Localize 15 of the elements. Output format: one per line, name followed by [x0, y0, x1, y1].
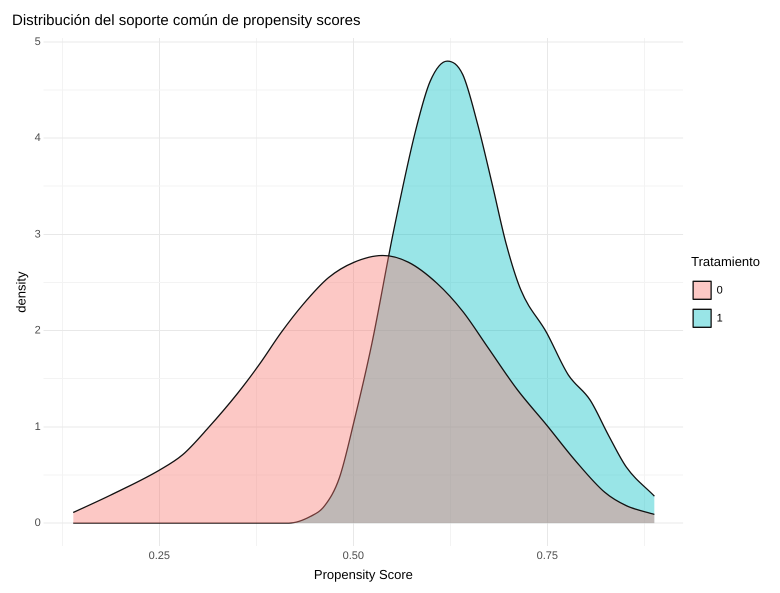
x-tick-label: 0.50	[342, 550, 364, 562]
chart-title: Distribución del soporte común de propensity scores	[12, 12, 361, 30]
y-tick-label: 4	[34, 132, 41, 144]
legend-label: 0	[716, 284, 723, 296]
x-axis-title: Propensity Score	[314, 566, 413, 582]
y-tick-label: 0	[34, 517, 41, 530]
x-tick-label: 0.75	[536, 550, 558, 562]
y-axis-title: density	[13, 271, 28, 313]
legend-label: 1	[716, 312, 723, 324]
y-tick-label: 3	[34, 228, 41, 240]
y-tick-label: 2	[34, 324, 41, 337]
y-tick-label: 5	[34, 36, 41, 48]
y-tick-label: 1	[34, 420, 41, 433]
legend-title: Tratamiento	[691, 254, 760, 269]
x-tick-label: 0.25	[148, 550, 170, 562]
